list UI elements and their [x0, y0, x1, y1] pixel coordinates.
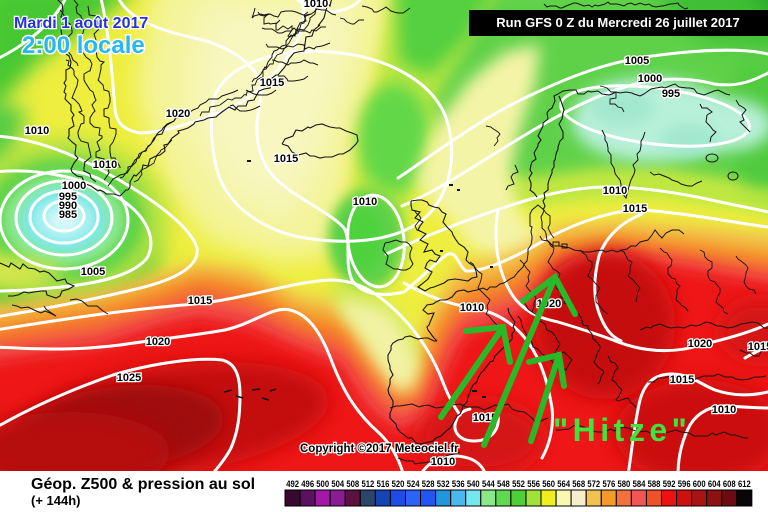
svg-text:504: 504 [331, 479, 344, 490]
svg-text:552: 552 [512, 479, 525, 490]
svg-text:1015: 1015 [748, 341, 768, 353]
svg-text:985: 985 [59, 209, 77, 221]
svg-text:995: 995 [662, 88, 680, 100]
svg-text:500: 500 [316, 479, 329, 490]
svg-text:1010: 1010 [460, 302, 484, 314]
svg-text:560: 560 [542, 479, 555, 490]
svg-text:Mardi 1 août 2017: Mardi 1 août 2017 [14, 15, 148, 32]
svg-text:532: 532 [437, 479, 450, 490]
svg-text:612: 612 [738, 479, 751, 490]
svg-text:580: 580 [618, 479, 631, 490]
svg-text:576: 576 [603, 479, 616, 490]
svg-text:524: 524 [407, 479, 420, 490]
svg-text:1005: 1005 [81, 266, 105, 278]
svg-text:1010: 1010 [603, 185, 627, 197]
svg-text:592: 592 [663, 479, 676, 490]
svg-text:995: 995 [59, 191, 77, 203]
svg-text:572: 572 [587, 479, 600, 490]
svg-text:1025: 1025 [117, 372, 141, 384]
svg-text:548: 548 [497, 479, 510, 490]
svg-text:990: 990 [59, 200, 77, 212]
svg-text:584: 584 [633, 479, 646, 490]
svg-text:1020: 1020 [146, 336, 170, 348]
svg-text:1010: 1010 [431, 456, 455, 468]
svg-text:508: 508 [346, 479, 359, 490]
svg-text:1000: 1000 [62, 180, 86, 192]
svg-text:516: 516 [377, 479, 390, 490]
svg-text:496: 496 [301, 479, 314, 490]
svg-text:600: 600 [693, 479, 706, 490]
svg-text:536: 536 [452, 479, 465, 490]
svg-text:568: 568 [572, 479, 585, 490]
svg-text:"Hitze": "Hitze" [553, 412, 691, 448]
svg-text:1015: 1015 [188, 295, 212, 307]
svg-text:1010: 1010 [712, 404, 736, 416]
svg-text:1010: 1010 [304, 0, 328, 10]
svg-text:492: 492 [286, 479, 299, 490]
svg-text:512: 512 [362, 479, 375, 490]
svg-text:1020: 1020 [688, 338, 712, 350]
svg-text:556: 556 [527, 479, 540, 490]
svg-text:1020: 1020 [166, 108, 190, 120]
svg-text:1015: 1015 [274, 153, 298, 165]
svg-text:(+ 144h): (+ 144h) [31, 493, 81, 508]
svg-text:1010: 1010 [353, 196, 377, 208]
svg-text:608: 608 [723, 479, 736, 490]
svg-text:540: 540 [467, 479, 480, 490]
svg-text:588: 588 [648, 479, 661, 490]
svg-text:1005: 1005 [625, 55, 649, 67]
svg-text:528: 528 [422, 479, 435, 490]
svg-text:2:00 locale: 2:00 locale [22, 32, 145, 59]
svg-text:1015: 1015 [260, 77, 284, 89]
svg-text:520: 520 [392, 479, 405, 490]
svg-text:604: 604 [708, 479, 721, 490]
svg-text:Run GFS 0 Z du Mercredi 26 jui: Run GFS 0 Z du Mercredi 26 juillet 2017 [496, 15, 739, 30]
svg-text:1000: 1000 [638, 73, 662, 85]
svg-text:1015: 1015 [623, 203, 647, 215]
svg-text:564: 564 [557, 479, 570, 490]
svg-text:1010: 1010 [25, 125, 49, 137]
svg-text:544: 544 [482, 479, 495, 490]
svg-text:596: 596 [678, 479, 691, 490]
svg-text:Copyright ©2017 Meteociel.fr: Copyright ©2017 Meteociel.fr [300, 443, 459, 455]
svg-text:Géop. Z500 & pression au sol: Géop. Z500 & pression au sol [31, 476, 255, 493]
svg-text:1015: 1015 [670, 374, 694, 386]
svg-text:1010: 1010 [93, 159, 117, 171]
